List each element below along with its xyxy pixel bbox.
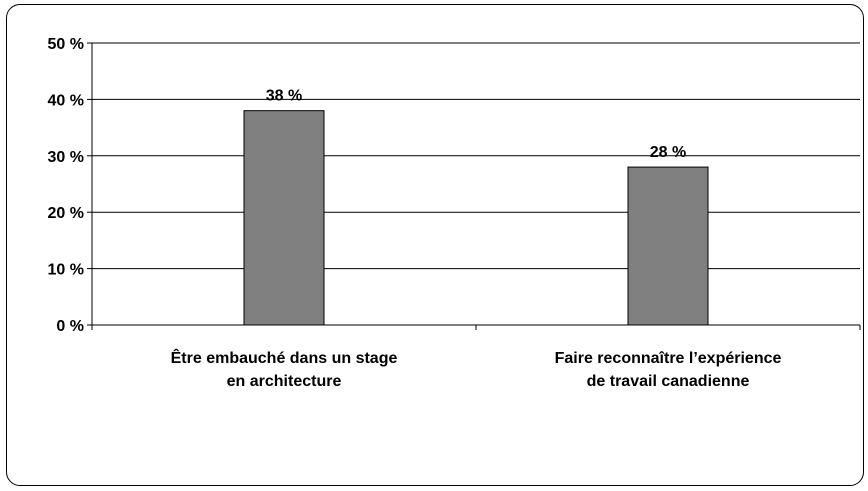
x-category-label: Être embauché dans un stage <box>171 348 398 367</box>
chart-frame <box>6 4 864 486</box>
x-category-label: en architecture <box>227 373 342 390</box>
bar <box>627 166 709 326</box>
data-label: 38 % <box>266 88 302 105</box>
y-tick-label: 50 % <box>48 36 84 53</box>
y-tick-label: 40 % <box>48 92 84 109</box>
data-label: 28 % <box>650 144 686 161</box>
y-tick-label: 10 % <box>48 262 84 279</box>
y-tick-label: 30 % <box>48 149 84 166</box>
x-category-label: Faire reconnaître l’expérience <box>555 350 782 367</box>
x-category-label: de travail canadienne <box>587 373 750 390</box>
y-tick-label: 20 % <box>48 205 84 222</box>
y-tick-label: 0 % <box>56 318 84 335</box>
bar <box>243 110 325 326</box>
